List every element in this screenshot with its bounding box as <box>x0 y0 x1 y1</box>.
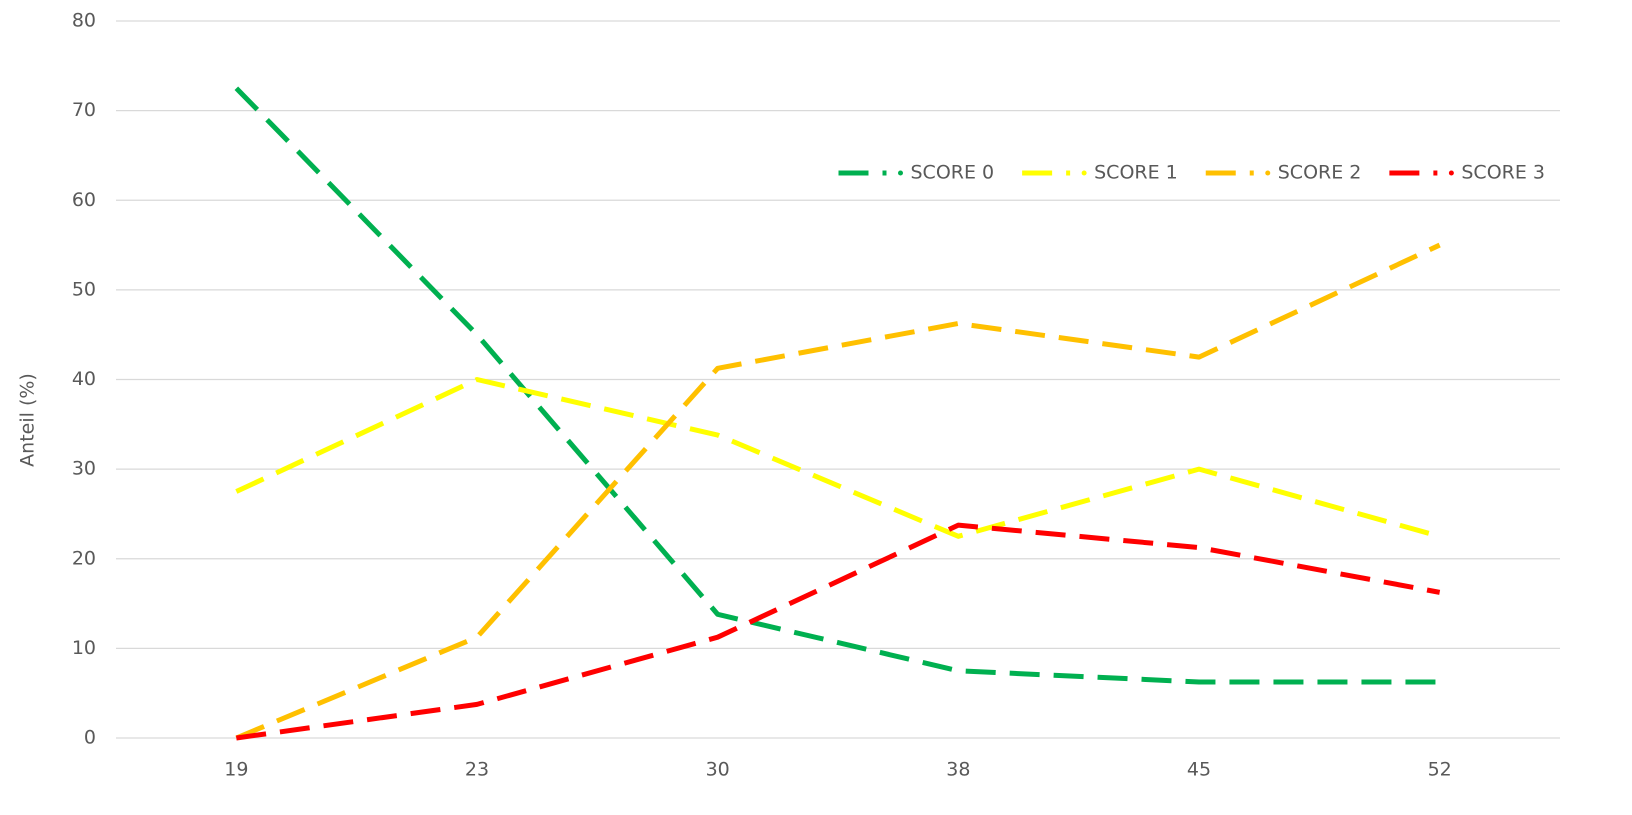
y-tick-label: 10 <box>72 637 96 659</box>
legend: SCORE 0 SCORE 1 SCORE 2 SCORE 3 <box>838 162 1545 184</box>
y-tick-label: 20 <box>72 547 96 569</box>
y-axis-label: Anteil (%) <box>17 373 39 467</box>
legend-label: SCORE 0 <box>911 162 995 184</box>
y-tick-label: 70 <box>72 99 96 121</box>
legend-item: SCORE 2 <box>1205 162 1362 184</box>
x-tick-label: 30 <box>706 759 730 781</box>
y-tick-label: 60 <box>72 189 96 211</box>
legend-dot <box>1448 170 1454 176</box>
x-tick-label: 52 <box>1428 759 1452 781</box>
y-tick-label: 0 <box>84 727 96 749</box>
legend-item: SCORE 3 <box>1389 162 1545 184</box>
y-tick-label: 30 <box>72 458 96 480</box>
y-tick-label: 40 <box>72 368 96 390</box>
x-tick-label: 38 <box>946 759 970 781</box>
legend-label: SCORE 3 <box>1461 162 1545 184</box>
legend-item: SCORE 0 <box>838 162 995 184</box>
legend-dot <box>898 170 903 176</box>
y-tick-label: 80 <box>72 10 96 32</box>
x-tick-label: 45 <box>1187 759 1211 781</box>
legend-dot <box>1265 170 1271 176</box>
series-line <box>235 377 1441 539</box>
x-tick-label: 23 <box>465 759 489 781</box>
series-line <box>235 242 1441 741</box>
legend-label: SCORE 1 <box>1094 162 1178 184</box>
series-line <box>235 522 1441 741</box>
series-line <box>234 86 1440 685</box>
legend-dot <box>1081 170 1087 176</box>
legend-label: SCORE 2 <box>1278 162 1362 184</box>
legend-item: SCORE 1 <box>1022 162 1178 184</box>
x-tick-label: 19 <box>224 759 248 781</box>
y-tick-label: 50 <box>72 278 96 300</box>
